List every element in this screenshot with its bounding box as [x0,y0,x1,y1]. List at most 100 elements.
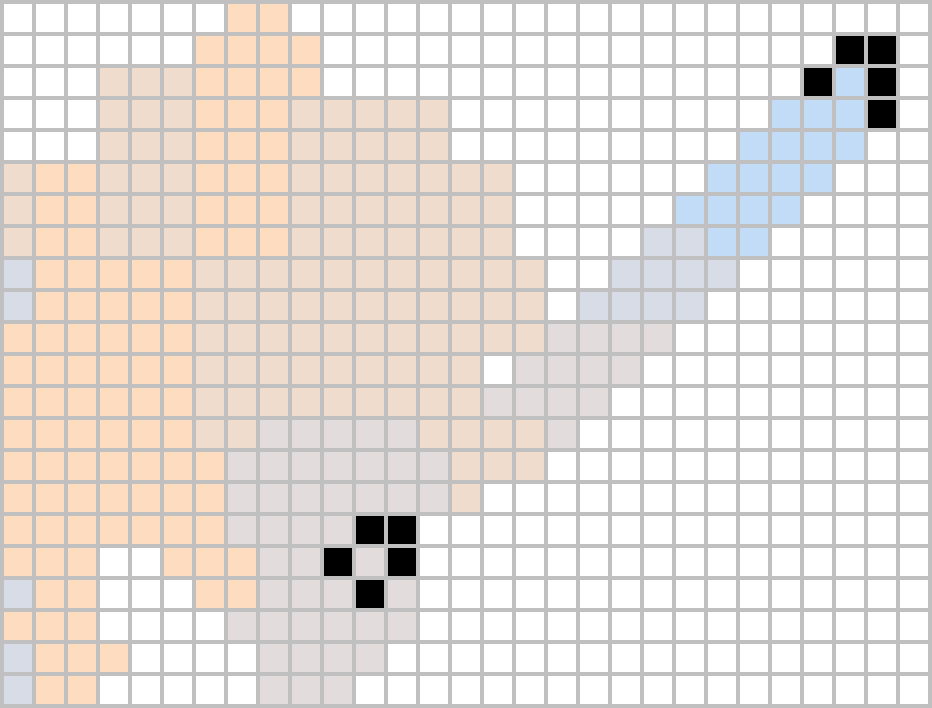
cell[interactable] [100,292,128,320]
cell[interactable] [548,324,576,352]
cell[interactable] [900,484,928,512]
cell[interactable] [804,356,832,384]
cell[interactable] [260,676,288,704]
cell[interactable] [452,132,480,160]
cell[interactable] [516,676,544,704]
cell[interactable] [868,516,896,544]
cell[interactable] [292,36,320,64]
cell[interactable] [452,356,480,384]
cell[interactable] [132,4,160,32]
cell[interactable] [452,580,480,608]
cell[interactable] [228,36,256,64]
cell[interactable] [868,228,896,256]
cell[interactable] [900,132,928,160]
cell[interactable] [900,612,928,640]
cell[interactable] [196,164,224,192]
cell[interactable] [420,484,448,512]
cell[interactable] [196,452,224,480]
cell[interactable] [420,132,448,160]
cell[interactable] [676,420,704,448]
cell[interactable] [516,580,544,608]
cell[interactable] [644,100,672,128]
cell[interactable] [900,68,928,96]
cell[interactable] [548,676,576,704]
cell[interactable] [580,4,608,32]
cell[interactable] [548,388,576,416]
cell[interactable] [260,292,288,320]
cell[interactable] [196,612,224,640]
cell[interactable] [164,228,192,256]
cell[interactable] [772,4,800,32]
cell[interactable] [132,516,160,544]
cell[interactable] [516,132,544,160]
cell[interactable] [356,612,384,640]
cell[interactable] [580,260,608,288]
cell[interactable] [292,164,320,192]
cell[interactable] [676,356,704,384]
live-cell[interactable] [388,548,416,576]
cell[interactable] [900,420,928,448]
cell[interactable] [772,676,800,704]
cell[interactable] [356,36,384,64]
cell[interactable] [644,164,672,192]
cell[interactable] [4,356,32,384]
cell[interactable] [708,452,736,480]
cell[interactable] [196,260,224,288]
cell[interactable] [388,356,416,384]
cell[interactable] [868,260,896,288]
cell[interactable] [804,548,832,576]
cell[interactable] [676,612,704,640]
cell[interactable] [676,260,704,288]
cell[interactable] [228,260,256,288]
cell[interactable] [68,132,96,160]
cell[interactable] [580,420,608,448]
cell[interactable] [580,484,608,512]
cell[interactable] [228,196,256,224]
cell[interactable] [612,196,640,224]
cell[interactable] [868,196,896,224]
cell[interactable] [36,580,64,608]
cell[interactable] [132,548,160,576]
cell[interactable] [36,676,64,704]
cell[interactable] [260,420,288,448]
cell[interactable] [516,644,544,672]
cell[interactable] [164,324,192,352]
cell[interactable] [676,324,704,352]
cell[interactable] [356,644,384,672]
cell[interactable] [4,484,32,512]
cell[interactable] [708,164,736,192]
cell[interactable] [836,164,864,192]
cell[interactable] [580,324,608,352]
cell[interactable] [708,356,736,384]
cell[interactable] [4,676,32,704]
cell[interactable] [612,484,640,512]
cell[interactable] [516,420,544,448]
cell[interactable] [36,420,64,448]
cell[interactable] [356,132,384,160]
cell[interactable] [836,100,864,128]
cell[interactable] [100,388,128,416]
cell[interactable] [36,164,64,192]
cell[interactable] [740,324,768,352]
cell[interactable] [196,4,224,32]
cell[interactable] [4,292,32,320]
cell[interactable] [644,36,672,64]
cell[interactable] [612,548,640,576]
cell[interactable] [292,548,320,576]
cell[interactable] [804,516,832,544]
cell[interactable] [772,324,800,352]
cell[interactable] [36,100,64,128]
cell[interactable] [804,612,832,640]
cell[interactable] [772,644,800,672]
cell[interactable] [740,228,768,256]
cell[interactable] [36,356,64,384]
cell[interactable] [36,260,64,288]
cell[interactable] [548,196,576,224]
cell[interactable] [484,356,512,384]
cell[interactable] [36,548,64,576]
cell[interactable] [868,644,896,672]
cell[interactable] [36,452,64,480]
cell[interactable] [804,100,832,128]
cell[interactable] [676,4,704,32]
cell[interactable] [324,68,352,96]
